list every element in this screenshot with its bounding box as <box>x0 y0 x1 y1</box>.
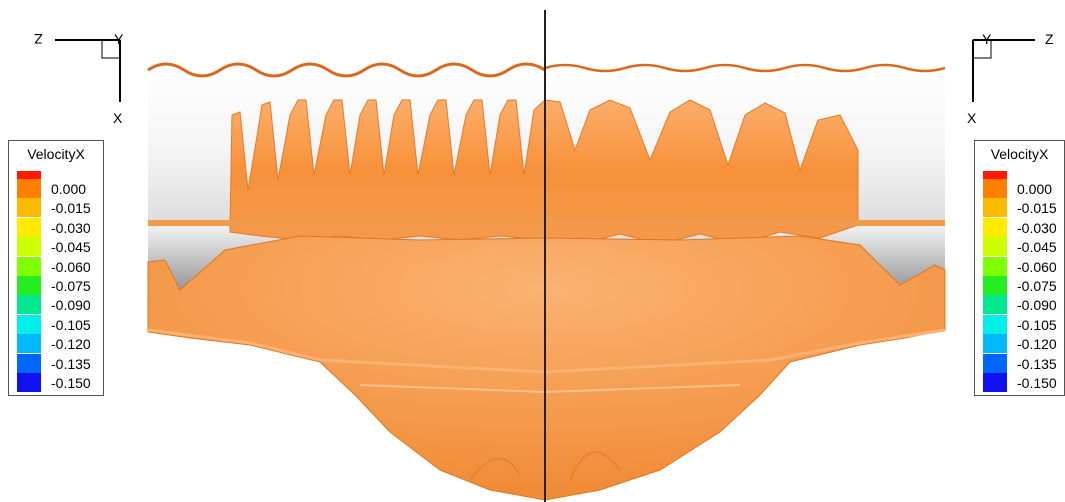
legend-value: -0.015 <box>51 200 91 217</box>
legend-row: -0.120 <box>17 334 105 354</box>
color-legend-left: VelocityX 0.000 -0.015 -0.030 -0.045 -0.060 -… <box>8 140 104 396</box>
legend-swatch <box>983 295 1007 315</box>
legend-swatch <box>983 276 1007 295</box>
legend-row: -0.105 <box>17 314 105 334</box>
legend-row: 0.000 <box>983 179 1065 198</box>
axis-triad-right <box>972 39 1035 102</box>
legend-swatch <box>17 256 41 276</box>
legend-swatch <box>17 353 41 373</box>
legend-value: -0.150 <box>1017 375 1057 391</box>
legend-swatch <box>17 295 41 315</box>
legend-value: -0.105 <box>51 316 91 333</box>
legend-swatch <box>17 179 41 198</box>
legend-row: -0.075 <box>17 276 105 295</box>
legend-swatch <box>983 237 1007 257</box>
legend-row: -0.135 <box>17 353 105 373</box>
legend-value: -0.060 <box>51 258 91 275</box>
legend-row: -0.150 <box>17 373 105 392</box>
legend-value: -0.090 <box>1017 297 1057 314</box>
axis-y-label-left: Y <box>114 31 124 47</box>
legend-row: 0.000 <box>17 179 105 198</box>
bowl-body <box>147 235 946 501</box>
legend-title: VelocityX <box>990 146 1049 162</box>
legend-row: -0.105 <box>983 314 1065 334</box>
legend-swatch <box>17 373 41 392</box>
legend-value: -0.060 <box>1017 258 1057 275</box>
legend-value: -0.015 <box>1017 200 1057 217</box>
legend-swatch <box>983 256 1007 276</box>
legend-value: 0.000 <box>51 181 87 197</box>
legend-row: -0.030 <box>17 217 105 237</box>
legend-swatch <box>983 217 1007 237</box>
legend-top-swatch <box>983 171 1007 179</box>
legend-value: -0.045 <box>51 239 91 256</box>
legend-value: -0.030 <box>1017 219 1057 236</box>
legend-row: -0.090 <box>983 295 1065 315</box>
legend-title: VelocityX <box>27 146 85 162</box>
legend-swatch <box>983 198 1007 218</box>
axis-x-label-right: X <box>967 110 977 126</box>
legend-swatch <box>17 237 41 257</box>
legend-swatch <box>983 179 1007 198</box>
legend-swatch <box>17 276 41 295</box>
legend-value: 0.000 <box>1017 181 1053 197</box>
legend-row: -0.090 <box>17 295 105 315</box>
legend-value: -0.105 <box>1017 316 1057 333</box>
legend-value: -0.030 <box>51 219 91 236</box>
legend-value: -0.135 <box>1017 355 1057 372</box>
axis-y-label-right: Y <box>982 31 992 47</box>
legend-value: -0.075 <box>51 278 91 294</box>
top-surface-left <box>147 62 546 78</box>
legend-value: -0.045 <box>1017 239 1057 256</box>
legend-row: -0.075 <box>983 276 1065 295</box>
axis-triad-left <box>55 39 121 102</box>
legend-value: -0.150 <box>51 375 91 391</box>
legend-row: -0.015 <box>983 198 1065 218</box>
legend-row: -0.060 <box>983 256 1065 276</box>
legend-row: -0.120 <box>983 334 1065 354</box>
bowl-lobes <box>469 451 621 481</box>
legend-row: -0.030 <box>983 217 1065 237</box>
legend-swatch <box>17 198 41 218</box>
legend-swatch <box>17 314 41 334</box>
legend-swatch <box>983 373 1007 392</box>
color-legend-right: VelocityX 0.000 -0.015 -0.030 -0.045 -0.060 -… <box>974 140 1065 396</box>
legend-swatch <box>983 314 1007 334</box>
legend-top-swatch <box>17 171 41 179</box>
legend-row: -0.045 <box>17 237 105 257</box>
legend-value: -0.120 <box>1017 336 1057 353</box>
legend-swatch <box>983 334 1007 354</box>
legend-value: -0.135 <box>51 355 91 372</box>
legend-value: -0.120 <box>51 336 91 353</box>
legend-swatch <box>983 353 1007 373</box>
top-surface-right <box>544 63 946 73</box>
legend-swatch <box>17 217 41 237</box>
fingers-left <box>229 98 546 241</box>
legend-value: -0.075 <box>1017 278 1057 294</box>
fingers-right <box>544 99 859 245</box>
legend-swatch <box>17 334 41 354</box>
axis-z-label-left: Z <box>34 31 43 47</box>
legend-row: -0.015 <box>17 198 105 218</box>
legend-row: -0.045 <box>983 237 1065 257</box>
legend-row: -0.060 <box>17 256 105 276</box>
legend-row: -0.150 <box>983 373 1065 392</box>
axis-z-label-right: Z <box>1045 31 1054 47</box>
thin-layer <box>148 220 945 226</box>
legend-row: -0.135 <box>983 353 1065 373</box>
legend-value: -0.090 <box>51 297 91 314</box>
axis-x-label-left: X <box>113 110 123 126</box>
